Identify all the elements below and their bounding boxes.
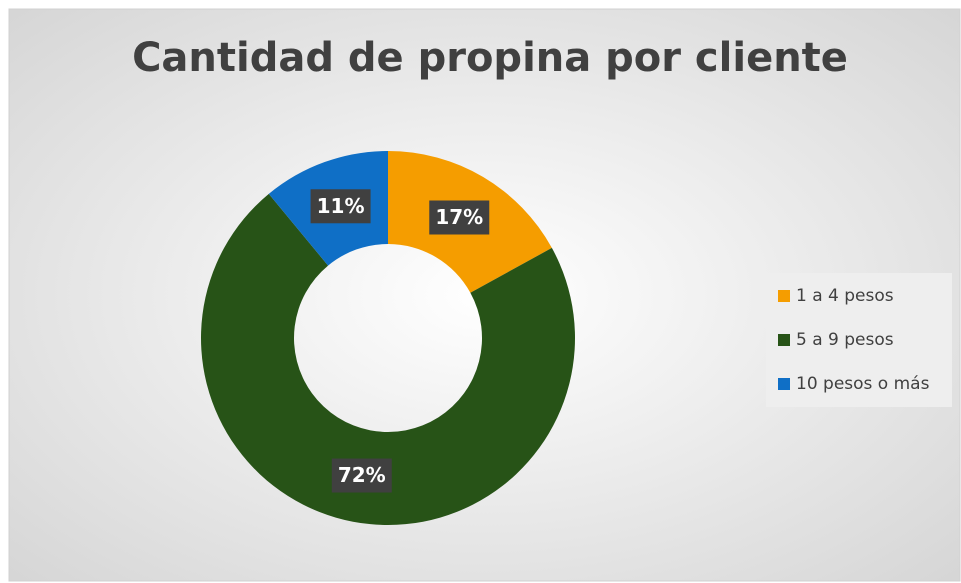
slice	[200, 193, 576, 526]
legend-label: 10 pesos o más	[796, 374, 930, 394]
legend-swatch	[778, 290, 790, 302]
chart-title: Cantidad de propina por cliente	[132, 35, 848, 81]
legend-label: 1 a 4 pesos	[796, 286, 894, 306]
legend	[766, 273, 952, 407]
data-label-box	[331, 458, 392, 493]
legend-swatch	[778, 378, 790, 390]
data-label-box	[310, 189, 371, 224]
legend-swatch	[778, 334, 790, 346]
data-label: 11%	[317, 194, 365, 218]
data-label: 17%	[435, 205, 483, 229]
legend-label: 5 a 9 pesos	[796, 330, 894, 350]
data-label-box	[429, 200, 490, 235]
data-label: 72%	[338, 463, 386, 487]
